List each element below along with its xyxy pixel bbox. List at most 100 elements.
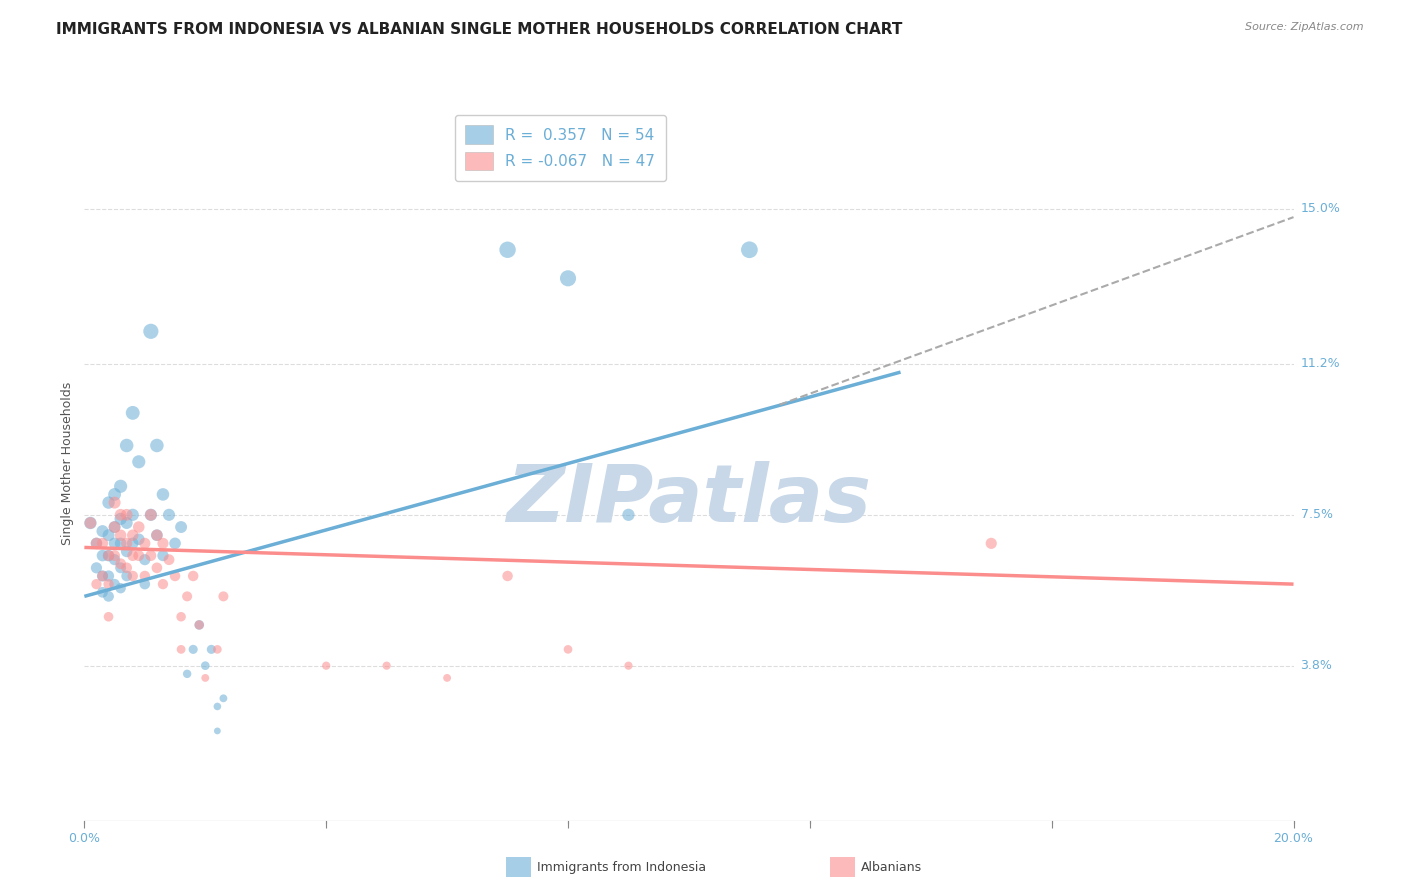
Point	[97, 577, 120, 591]
Point	[115, 544, 138, 558]
Point	[170, 520, 193, 534]
Point	[139, 508, 162, 522]
Point	[104, 520, 127, 534]
Point	[97, 528, 120, 542]
Point	[207, 699, 229, 714]
Point	[157, 552, 180, 566]
Point	[207, 723, 229, 738]
Point	[110, 536, 132, 550]
Point	[110, 508, 132, 522]
Point	[79, 516, 101, 530]
Point	[557, 271, 579, 285]
Point	[152, 549, 174, 563]
Point	[110, 557, 132, 571]
Point	[157, 508, 180, 522]
Point	[104, 520, 127, 534]
Point	[212, 691, 235, 706]
Point	[617, 658, 640, 673]
Point	[128, 549, 150, 563]
Point	[97, 549, 120, 563]
Point	[146, 561, 169, 575]
Point	[146, 528, 169, 542]
Point	[146, 528, 169, 542]
Point	[134, 536, 156, 550]
Point	[91, 585, 114, 599]
Point	[79, 516, 101, 530]
Point	[104, 487, 127, 501]
Point	[110, 479, 132, 493]
Point	[121, 549, 143, 563]
Text: ZIPatlas: ZIPatlas	[506, 460, 872, 539]
Point	[194, 671, 217, 685]
Point	[163, 569, 186, 583]
Point	[115, 508, 138, 522]
Point	[91, 569, 114, 583]
Point	[170, 609, 193, 624]
Point	[115, 438, 138, 452]
Point	[375, 658, 398, 673]
Point	[115, 536, 138, 550]
Point	[146, 438, 169, 452]
Point	[212, 590, 235, 604]
Point	[176, 590, 198, 604]
Point	[152, 487, 174, 501]
Point	[188, 618, 211, 632]
Point	[134, 577, 156, 591]
Point	[188, 618, 211, 632]
Point	[557, 642, 579, 657]
Point	[139, 508, 162, 522]
Point	[115, 569, 138, 583]
Point	[110, 581, 132, 595]
Point	[128, 533, 150, 547]
Point	[97, 549, 120, 563]
Point	[128, 520, 150, 534]
Point	[110, 528, 132, 542]
Point	[86, 561, 108, 575]
Point	[128, 455, 150, 469]
Text: 11.2%: 11.2%	[1301, 358, 1340, 370]
Point	[97, 569, 120, 583]
Text: Albanians: Albanians	[860, 861, 921, 873]
Point	[170, 642, 193, 657]
Point	[315, 658, 337, 673]
Text: Source: ZipAtlas.com: Source: ZipAtlas.com	[1246, 22, 1364, 32]
Text: IMMIGRANTS FROM INDONESIA VS ALBANIAN SINGLE MOTHER HOUSEHOLDS CORRELATION CHART: IMMIGRANTS FROM INDONESIA VS ALBANIAN SI…	[56, 22, 903, 37]
Point	[139, 324, 162, 338]
Point	[121, 528, 143, 542]
Point	[91, 536, 114, 550]
Point	[738, 243, 761, 257]
Point	[86, 536, 108, 550]
Point	[207, 642, 229, 657]
Point	[121, 406, 143, 420]
Point	[176, 666, 198, 681]
Point	[980, 536, 1002, 550]
Point	[496, 569, 519, 583]
Point	[152, 577, 174, 591]
Point	[104, 536, 127, 550]
Point	[121, 569, 143, 583]
Point	[91, 524, 114, 538]
Y-axis label: Single Mother Households: Single Mother Households	[60, 382, 75, 546]
Point	[86, 536, 108, 550]
Point	[97, 590, 120, 604]
Point	[104, 577, 127, 591]
Text: Immigrants from Indonesia: Immigrants from Indonesia	[537, 861, 706, 873]
Point	[104, 552, 127, 566]
Point	[181, 569, 204, 583]
Point	[121, 536, 143, 550]
Point	[163, 536, 186, 550]
Point	[115, 561, 138, 575]
Point	[200, 642, 222, 657]
Point	[115, 516, 138, 530]
Point	[97, 609, 120, 624]
Point	[496, 243, 519, 257]
Point	[134, 552, 156, 566]
Point	[152, 536, 174, 550]
Point	[110, 561, 132, 575]
Point	[617, 508, 640, 522]
Point	[139, 549, 162, 563]
Point	[86, 577, 108, 591]
Point	[181, 642, 204, 657]
Point	[436, 671, 458, 685]
Point	[121, 508, 143, 522]
